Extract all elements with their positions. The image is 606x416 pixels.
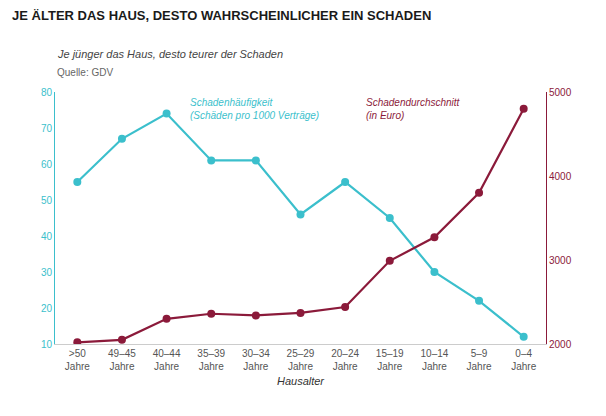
- svg-text:4000: 4000: [549, 171, 572, 182]
- svg-text:5–9Jahre: 5–9Jahre: [467, 348, 492, 372]
- svg-text:5000: 5000: [549, 87, 572, 98]
- svg-text:>50Jahre: >50Jahre: [65, 348, 90, 372]
- svg-text:Schadenhäufigkeit(Schäden pro: Schadenhäufigkeit(Schäden pro 1000 Vertr…: [190, 97, 319, 121]
- svg-text:Je jünger das Haus, desto teur: Je jünger das Haus, desto teurer der Sch…: [57, 48, 283, 60]
- svg-text:80: 80: [41, 87, 53, 98]
- svg-text:Quelle: GDV: Quelle: GDV: [57, 67, 113, 78]
- svg-text:Hausalter: Hausalter: [277, 375, 325, 387]
- svg-text:0–4Jahre: 0–4Jahre: [511, 348, 536, 372]
- svg-text:70: 70: [41, 123, 53, 134]
- svg-text:15–19Jahre: 15–19Jahre: [376, 348, 404, 372]
- svg-text:30–34Jahre: 30–34Jahre: [242, 348, 270, 372]
- svg-text:2000: 2000: [549, 339, 572, 350]
- svg-text:30: 30: [41, 267, 53, 278]
- svg-text:35–39Jahre: 35–39Jahre: [197, 348, 225, 372]
- svg-text:10–14Jahre: 10–14Jahre: [421, 348, 449, 372]
- svg-text:JE ÄLTER DAS HAUS, DESTO WAHRS: JE ÄLTER DAS HAUS, DESTO WAHRSCHEINLICHE…: [12, 8, 431, 23]
- svg-text:10: 10: [41, 339, 53, 350]
- svg-text:49–45Jahre: 49–45Jahre: [108, 348, 136, 372]
- svg-text:Schadendurchschnitt(in Euro): Schadendurchschnitt(in Euro): [366, 97, 461, 121]
- svg-text:3000: 3000: [549, 255, 572, 266]
- svg-text:25–29Jahre: 25–29Jahre: [287, 348, 315, 372]
- svg-text:20: 20: [41, 303, 53, 314]
- svg-text:40–44Jahre: 40–44Jahre: [153, 348, 181, 372]
- svg-text:40: 40: [41, 231, 53, 242]
- svg-text:60: 60: [41, 159, 53, 170]
- svg-text:50: 50: [41, 195, 53, 206]
- svg-text:20–24Jahre: 20–24Jahre: [331, 348, 359, 372]
